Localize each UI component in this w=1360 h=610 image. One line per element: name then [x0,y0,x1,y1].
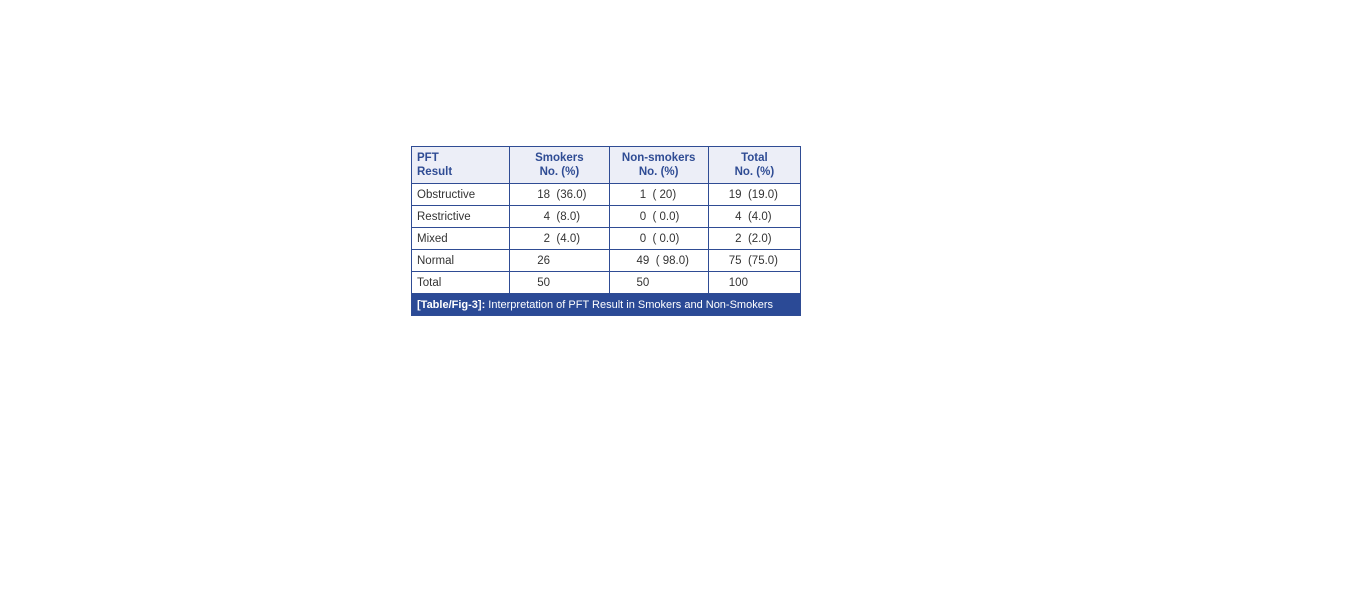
table-row: Obstructive 18 (36.0) 1 ( 20) 19 (19.0) [410,183,802,206]
pft-results-table: PFT Result Smokers No. (%) Non-smokers N… [410,146,802,316]
cell-total: 2 (2.0) [707,227,802,250]
cell-pft-result: Mixed [410,227,511,250]
cell-smokers: 4 (8.0) [509,205,610,228]
cell-total: 19 (19.0) [707,183,802,206]
cell-smokers: 18 (36.0) [509,183,610,206]
header-smokers: Smokers No. (%) [509,146,610,184]
header-row: PFT Result Smokers No. (%) Non-smokers N… [410,146,802,184]
cell-smokers: 26 [509,249,610,272]
caption-row: [Table/Fig-3]: Interpretation of PFT Res… [411,293,801,316]
caption-text: Interpretation of PFT Result in Smokers … [485,298,773,311]
cell-pft-result: Restrictive [410,205,511,228]
cell-pft-result: Total [410,271,511,294]
caption-label: [Table/Fig-3]: [417,298,486,311]
cell-pft-result: Obstructive [410,183,511,206]
cell-non-smokers: 0 ( 0.0) [608,205,709,228]
cell-non-smokers: 0 ( 0.0) [608,227,709,250]
table-row: Restrictive 4 (8.0) 0 ( 0.0) 4 (4.0) [410,205,802,228]
cell-smokers: 2 (4.0) [509,227,610,250]
header-pft-result: PFT Result [410,146,511,184]
cell-non-smokers: 49 ( 98.0) [608,249,709,272]
table-row: Normal 26 49 ( 98.0) 75 (75.0) [410,249,802,272]
table-row: Mixed 2 (4.0) 0 ( 0.0) 2 (2.0) [410,227,802,250]
cell-total: 100 [707,271,802,294]
cell-pft-result: Normal [410,249,511,272]
header-total: Total No. (%) [707,146,802,184]
table-caption: [Table/Fig-3]: Interpretation of PFT Res… [411,293,801,316]
cell-total: 4 (4.0) [707,205,802,228]
header-non-smokers: Non-smokers No. (%) [608,146,709,184]
cell-non-smokers: 50 [608,271,709,294]
cell-smokers: 50 [509,271,610,294]
cell-total: 75 (75.0) [707,249,802,272]
cell-non-smokers: 1 ( 20) [608,183,709,206]
table-row: Total 50 50 100 [410,271,802,294]
